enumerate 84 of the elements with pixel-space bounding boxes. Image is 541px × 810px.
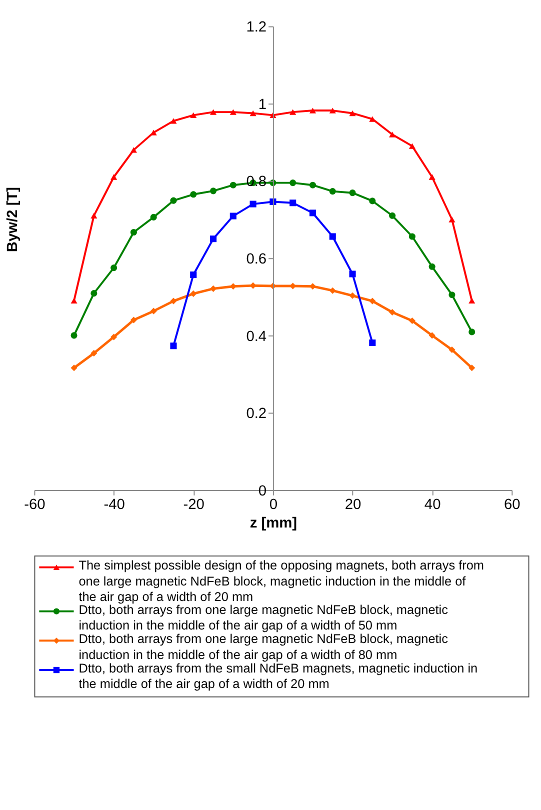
point (309, 182, 316, 188)
point (230, 212, 236, 220)
point (250, 110, 256, 116)
point (130, 147, 137, 153)
point (428, 174, 436, 180)
x-tick-label: 20 (344, 497, 362, 514)
point (448, 346, 456, 354)
point (90, 350, 98, 356)
point (468, 364, 476, 372)
point (170, 197, 177, 204)
point (349, 292, 356, 299)
point (70, 298, 78, 304)
point (210, 236, 217, 242)
point (290, 109, 296, 115)
point (349, 190, 356, 196)
point (110, 264, 118, 272)
point (250, 282, 256, 289)
point (170, 298, 177, 304)
point (329, 233, 336, 240)
point (210, 188, 217, 194)
point (130, 316, 137, 324)
point (190, 290, 197, 297)
point (250, 200, 256, 208)
x-tick-label: 0 (269, 497, 278, 514)
x-tick-label: 60 (504, 497, 520, 514)
point (448, 292, 456, 298)
point (70, 332, 78, 339)
point (309, 210, 316, 216)
point (349, 270, 356, 278)
x-tick-label: -40 (104, 497, 125, 514)
y-tick-label: 0.4 (246, 328, 267, 345)
point (190, 112, 197, 118)
point (230, 283, 236, 290)
point (448, 216, 456, 222)
x-axis-title: z [mm] (250, 516, 298, 532)
legend-label: The simplest possible design of the opposing magnets, both arrays from one large magnetic NdFeB block, magnetic induction in the middle of the air gap of a width of 20 mm (78, 558, 484, 604)
point (369, 116, 376, 122)
point (408, 317, 416, 324)
y-tick-label: 0.6 (246, 252, 267, 268)
point (90, 290, 98, 297)
point (130, 228, 137, 236)
point (150, 214, 157, 220)
point (309, 108, 316, 114)
point (110, 334, 118, 340)
x-tick-label: -20 (183, 497, 204, 514)
point (70, 364, 78, 372)
point (369, 298, 376, 304)
x-tick-label: -60 (24, 497, 46, 514)
y-tick-label: 1.2 (246, 20, 267, 36)
point (369, 339, 376, 346)
point (290, 180, 296, 186)
point (290, 200, 296, 206)
point (110, 174, 118, 180)
legend-label: Dtto, both arrays from the small NdFeB magnets, magnetic induction in the middle of the air gap of a width of 20 mm (78, 660, 478, 692)
legend-label: Dtto, both arrays from one large magnetic NdFeB block, magnetic induction in the middle of the air gap of a width of 80 mm (78, 631, 449, 662)
point (389, 308, 396, 316)
point (170, 342, 177, 350)
x-tick-label: 40 (424, 497, 441, 514)
point (468, 298, 476, 304)
y-tick-label: 1 (258, 96, 267, 113)
point (210, 285, 217, 292)
y-axis-title: Byw/2 [T] (5, 186, 22, 252)
point (210, 109, 217, 115)
point (369, 198, 376, 204)
point (389, 212, 396, 219)
point (230, 182, 236, 188)
point (389, 132, 396, 138)
point (190, 271, 197, 278)
point (150, 308, 157, 314)
point (190, 191, 197, 198)
point (90, 212, 98, 218)
point (428, 332, 436, 339)
point (170, 118, 177, 124)
point (329, 108, 336, 114)
point (408, 143, 416, 149)
point (468, 328, 476, 336)
point (408, 233, 416, 240)
point (428, 263, 436, 270)
y-tick-label: 0.2 (246, 406, 267, 422)
y-tick-label: 0 (258, 483, 267, 500)
point (329, 188, 336, 195)
point (349, 110, 356, 116)
point (230, 109, 236, 115)
point (329, 287, 336, 294)
